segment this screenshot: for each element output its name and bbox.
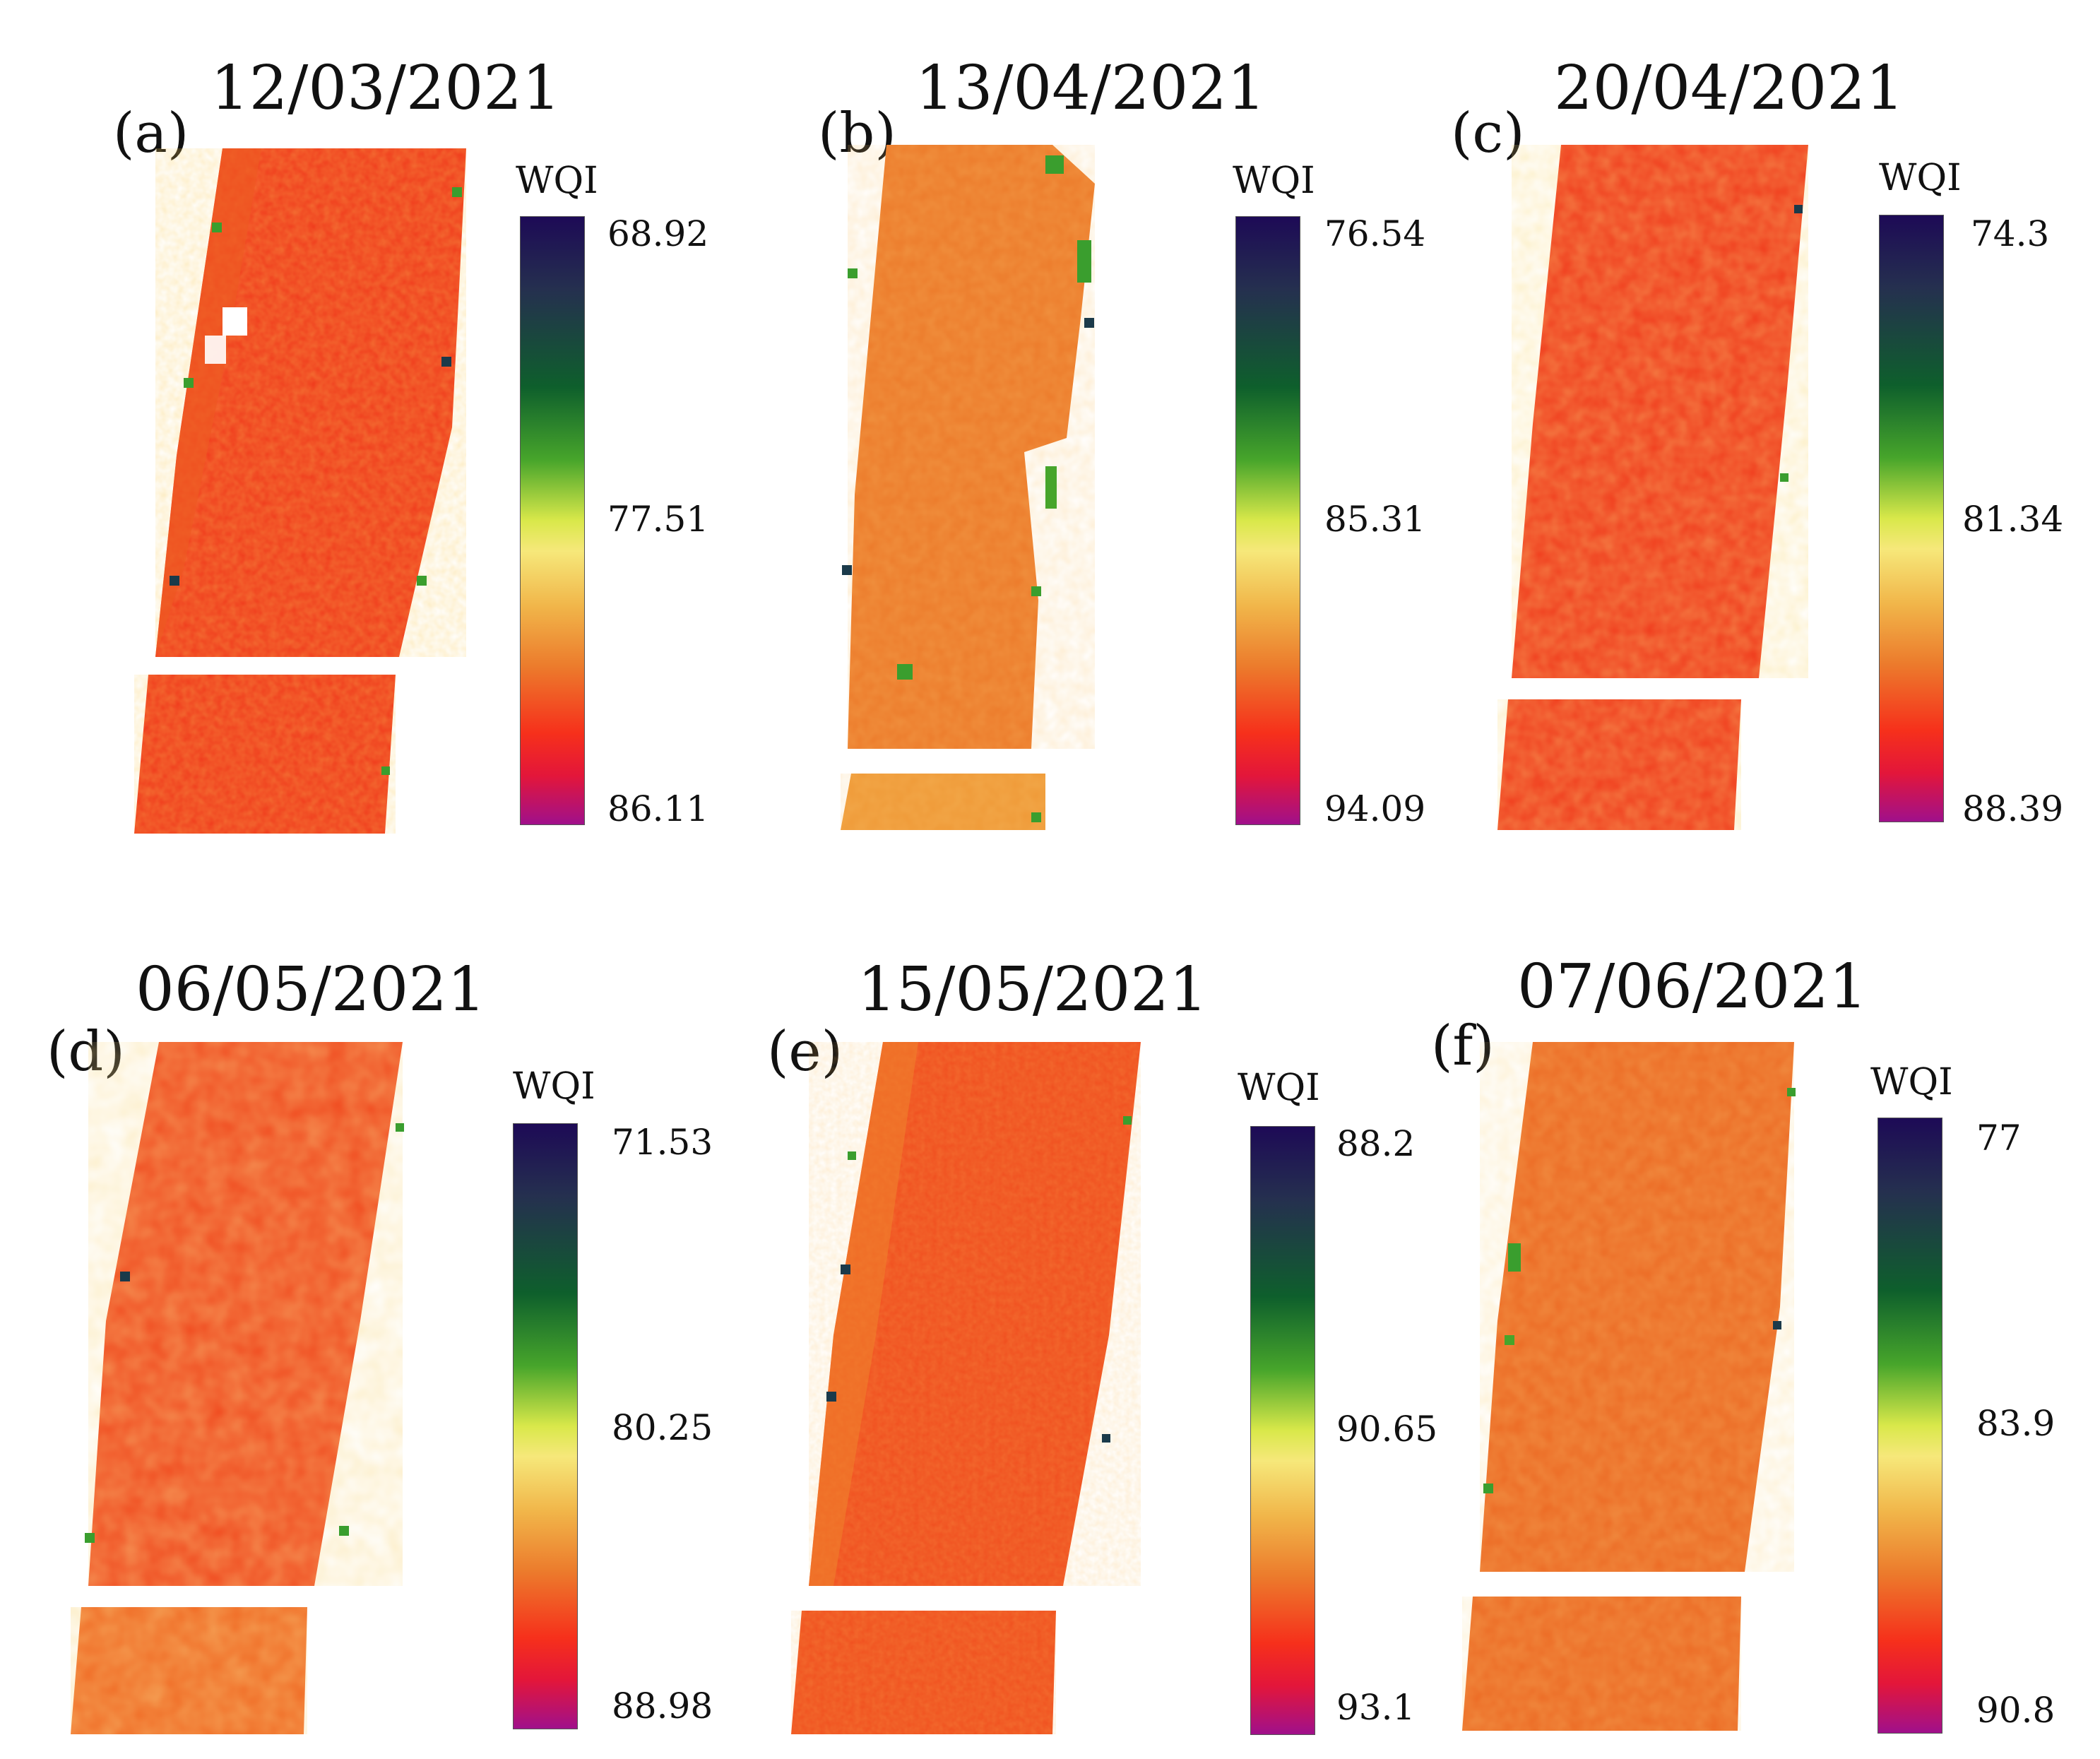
legend-colorbar: [1877, 1118, 1942, 1734]
river-segment-lower: [71, 1607, 307, 1734]
legend-colorbar: [1879, 215, 1944, 822]
legend-title: WQI: [513, 1065, 595, 1108]
wqi-map: [71, 1042, 404, 1734]
legend-colorbar: [520, 216, 585, 825]
legend-mid: 81.34: [1962, 499, 2064, 540]
wqi-map: [1497, 145, 1808, 830]
river-segment-upper: [155, 148, 466, 657]
river-segment-upper: [1512, 145, 1808, 678]
wqi-map: [791, 1042, 1141, 1734]
panel-date: 07/06/2021: [1517, 952, 1868, 1022]
panel-letter: (b): [818, 102, 896, 165]
legend-max: 88.2: [1336, 1123, 1416, 1164]
river-segment-upper: [848, 145, 1095, 749]
legend-mid: 83.9: [1976, 1403, 2055, 1444]
legend-mid: 90.65: [1336, 1409, 1438, 1450]
panel-f: (f) 07/06/2021 WQI: [1399, 883, 2098, 1759]
panel-a: (a) 12/03/2021: [0, 0, 708, 876]
panel-date: 06/05/2021: [136, 954, 486, 1025]
wqi-map: [1462, 1042, 1796, 1731]
legend-colorbar: [513, 1123, 578, 1729]
legend-title: WQI: [516, 160, 598, 202]
legend-min: 90.8: [1976, 1690, 2055, 1731]
legend-mid: 80.25: [612, 1407, 713, 1448]
legend-max: 68.92: [607, 213, 709, 254]
river-segment-lower: [1497, 699, 1741, 830]
legend-title: WQI: [1238, 1067, 1320, 1109]
legend-title: WQI: [1879, 157, 1962, 199]
panel-letter: (d): [47, 1020, 125, 1084]
panel-letter: (c): [1451, 102, 1525, 165]
legend-colorbar: [1235, 216, 1300, 825]
legend-max: 74.3: [1971, 213, 2050, 254]
panel-letter: (a): [113, 102, 189, 165]
panel-date: 13/04/2021: [915, 53, 1266, 124]
panel-letter: (e): [767, 1020, 843, 1084]
wqi-map: [134, 148, 466, 834]
panel-date: 12/03/2021: [210, 53, 561, 124]
river-segment-lower: [841, 774, 1045, 830]
river-segment-upper: [88, 1042, 403, 1586]
panel-b: (b) 13/04/2021: [706, 0, 1425, 876]
panel-e: (e) 15/05/2021: [706, 883, 1437, 1759]
river-segment-lower: [791, 1611, 1056, 1734]
river-segment-upper: [1480, 1042, 1794, 1572]
legend-mid: 77.51: [607, 499, 709, 540]
legend-title: WQI: [1870, 1061, 1953, 1103]
panel-date: 15/05/2021: [858, 954, 1208, 1025]
wqi-map: [841, 145, 1095, 830]
river-segment-upper: [809, 1042, 1141, 1586]
panel-letter: (f): [1431, 1014, 1495, 1078]
legend-mid: 85.31: [1324, 499, 1426, 540]
legend-min: 88.98: [612, 1686, 713, 1727]
legend-min: 94.09: [1324, 788, 1426, 829]
legend-max: 76.54: [1324, 213, 1426, 254]
legend-title: WQI: [1233, 160, 1315, 202]
legend-colorbar: [1250, 1126, 1315, 1735]
panel-c: (c) 20/04/2021 WQI 74.3: [1399, 0, 2098, 876]
legend-min: 86.11: [607, 788, 709, 829]
legend-max: 71.53: [612, 1122, 713, 1163]
panel-date: 20/04/2021: [1554, 53, 1904, 124]
river-segment-lower: [1462, 1597, 1741, 1731]
panel-d: (d) 06/05/2021 WQI: [0, 883, 713, 1759]
legend-min: 88.39: [1962, 788, 2064, 829]
legend-min: 93.1: [1336, 1687, 1416, 1728]
river-segment-lower: [134, 675, 396, 834]
legend-max: 77: [1976, 1118, 2022, 1159]
